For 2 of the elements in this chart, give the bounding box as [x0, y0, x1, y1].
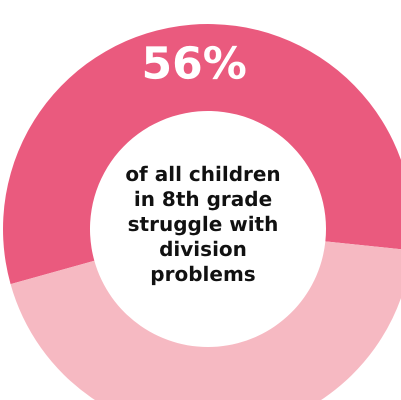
data-label: 56% — [141, 38, 247, 90]
text: of all children in 8th grade struggle with division problems — [124, 160, 282, 288]
